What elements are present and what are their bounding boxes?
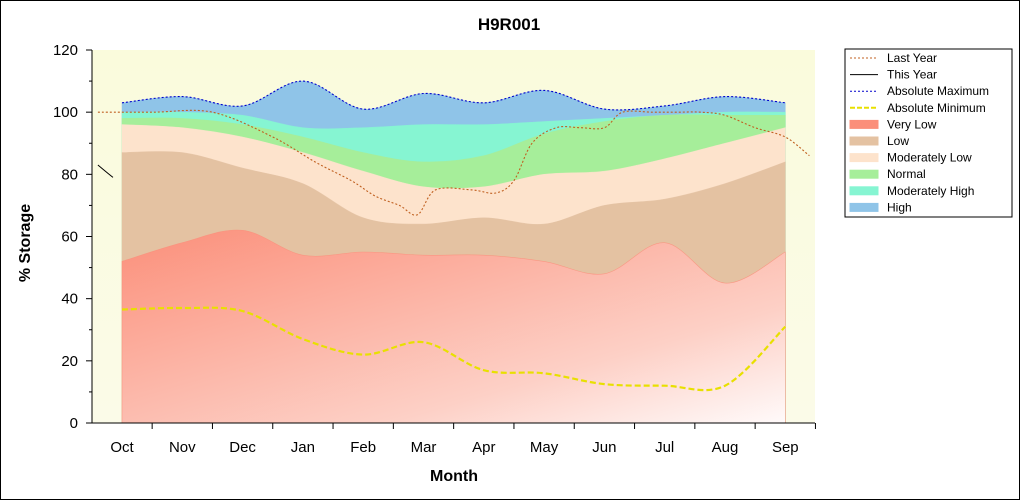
legend-swatch-very-low xyxy=(849,119,879,129)
x-tick-label-jul: Jul xyxy=(655,439,674,456)
legend-swatch-moderately-low xyxy=(849,153,879,163)
legend-swatch-high xyxy=(849,202,879,212)
x-tick-label-apr: Apr xyxy=(472,439,495,456)
x-tick-label-jan: Jan xyxy=(291,439,315,456)
x-tick-label-nov: Nov xyxy=(169,439,196,456)
legend-label-very-low: Very Low xyxy=(887,117,937,131)
x-tick-label-mar: Mar xyxy=(411,439,437,456)
band-very-low xyxy=(121,229,786,423)
legend-label-absolute-maximum: Absolute Maximum xyxy=(887,84,989,98)
legend-label-absolute-minimum: Absolute Minimum xyxy=(887,101,986,115)
x-tick-label-feb: Feb xyxy=(350,439,376,456)
x-tick-label-sep: Sep xyxy=(772,439,799,456)
legend-item-last-year: Last Year xyxy=(850,51,937,65)
legend-swatch-moderately-high xyxy=(849,186,879,196)
x-tick-label-may: May xyxy=(530,439,559,456)
line-absolute-maximum xyxy=(121,80,786,111)
chart-title: H9R001 xyxy=(478,15,540,34)
line-group xyxy=(97,80,810,392)
x-tick-label-oct: Oct xyxy=(110,439,134,456)
legend-label-normal: Normal xyxy=(887,167,926,181)
legend-item-absolute-maximum: Absolute Maximum xyxy=(850,84,989,98)
y-tick-label-120: 120 xyxy=(53,42,78,59)
band-group xyxy=(121,80,786,423)
y-axis-label: % Storage xyxy=(17,204,34,282)
y-tick-label-40: 40 xyxy=(61,291,78,308)
legend-swatch-normal xyxy=(849,169,879,179)
legend-item-high: High xyxy=(849,200,912,214)
x-tick-label-aug: Aug xyxy=(712,439,739,456)
y-ticks: 0 20 40 60 80 100 120 xyxy=(53,42,92,432)
legend-item-this-year: This Year xyxy=(850,68,937,82)
line-this-year xyxy=(97,164,114,178)
legend-item-low: Low xyxy=(849,134,909,148)
legend-item-very-low: Very Low xyxy=(849,117,937,131)
y-tick-label-0: 0 xyxy=(70,415,78,432)
y-tick-label-20: 20 xyxy=(61,353,78,370)
y-tick-label-100: 100 xyxy=(53,104,78,121)
x-tick-label-jun: Jun xyxy=(592,439,616,456)
x-ticks: Oct Nov Dec Jan Feb Mar Apr May Jun Jul Aug Sep xyxy=(110,423,816,456)
y-tick-label-80: 80 xyxy=(61,166,78,183)
legend-label-low: Low xyxy=(887,134,909,148)
legend-label-last-year: Last Year xyxy=(887,51,937,65)
legend-item-moderately-low: Moderately Low xyxy=(849,151,972,165)
legend-label-moderately-low: Moderately Low xyxy=(887,151,972,165)
legend: Last Year This Year Absolute Maximum Absolu… xyxy=(844,48,1013,218)
legend-item-absolute-minimum: Absolute Minimum xyxy=(850,101,986,115)
legend-item-moderately-high: Moderately High xyxy=(849,184,974,198)
legend-label-this-year: This Year xyxy=(887,68,937,82)
legend-label-moderately-high: Moderately High xyxy=(887,184,974,198)
line-absolute-minimum xyxy=(121,306,787,392)
legend-item-normal: Normal xyxy=(849,167,926,181)
legend-swatch-low xyxy=(849,136,879,146)
legend-label-high: High xyxy=(887,200,912,214)
x-tick-label-dec: Dec xyxy=(229,439,256,456)
x-axis-label: Month xyxy=(430,468,478,485)
line-last-year xyxy=(97,109,810,216)
y-tick-label-60: 60 xyxy=(61,229,78,246)
